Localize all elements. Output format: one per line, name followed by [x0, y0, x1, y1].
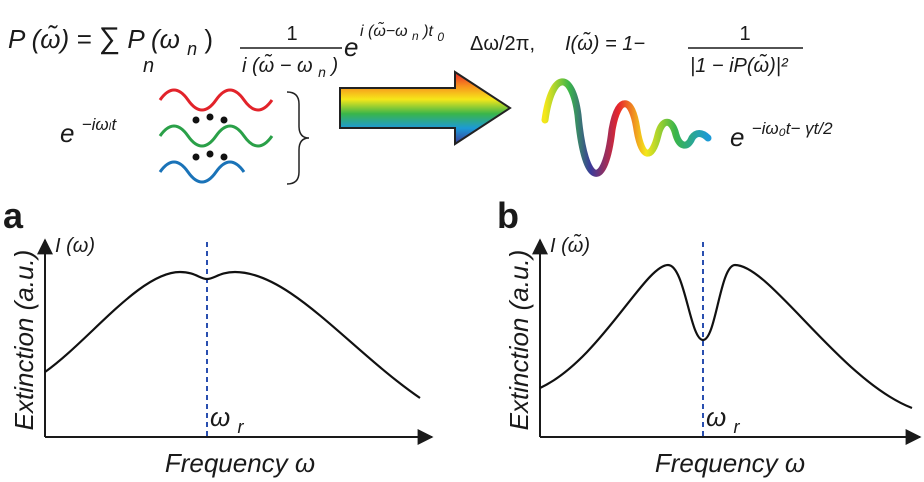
- panel-label: b: [497, 195, 519, 236]
- formula-part: n: [318, 64, 326, 80]
- formula-p: P (ω̃) = ∑ P (ω n ): [8, 22, 213, 61]
- wave-red: [158, 88, 274, 112]
- resonance-label: ω r: [210, 402, 244, 437]
- label-part: ω: [210, 402, 230, 432]
- numerator: 1: [739, 23, 750, 45]
- denominator: |1 − iP(ω̃)|²: [690, 53, 789, 77]
- exponent: i (ω̃−ω n )t 0: [360, 20, 444, 44]
- spectrum-curve: [44, 270, 421, 399]
- curve-label: I (ω): [55, 235, 95, 257]
- numerator: 1: [286, 23, 297, 45]
- damped-wave: [541, 78, 712, 177]
- label-part: e: [730, 122, 744, 152]
- formula-part: i (ω̃ − ω: [242, 53, 313, 77]
- formula-part: 0: [437, 30, 444, 44]
- label-part: −iω₀t− γt/2: [752, 119, 833, 138]
- brace: [286, 91, 310, 185]
- denominator: i (ω̃ − ω n ): [242, 53, 338, 82]
- formula-part: i (ω̃−ω: [360, 20, 408, 40]
- x-axis-label: Frequency ω: [165, 448, 315, 478]
- label-part: r: [733, 417, 740, 437]
- output-label: e −iω₀t− γt/2: [730, 119, 833, 152]
- arrow: [339, 70, 512, 146]
- exp-base: e: [344, 32, 358, 62]
- formula-part: P (ω̃) =: [8, 24, 99, 54]
- input-label: e −iωₗt: [60, 115, 117, 148]
- formula-part: P (ω: [127, 24, 180, 54]
- y-axis-label: Extinction (a.u.): [9, 250, 39, 431]
- resonance-label: ω r: [706, 402, 740, 437]
- curve-label: I (ω̃): [550, 233, 590, 257]
- x-axis-label: Frequency ω: [655, 448, 805, 478]
- label-part: e: [60, 118, 74, 148]
- wave-blue: [158, 160, 246, 184]
- label-part: −iωₗt: [82, 115, 118, 134]
- panel-label: a: [3, 195, 24, 236]
- label-part: r: [237, 417, 244, 437]
- label-part: ω: [706, 402, 726, 432]
- formula-part: ): [330, 55, 339, 77]
- spectrum-curve: [539, 263, 913, 410]
- y-axis-label: Extinction (a.u.): [504, 250, 534, 431]
- formula-delta: Δω/2π,: [470, 33, 535, 55]
- formula-i: I(ω̃) = 1−: [565, 31, 645, 55]
- formula-part: ): [204, 24, 213, 54]
- sum-index: n: [143, 55, 154, 77]
- formula-part: )t: [421, 23, 433, 40]
- formula-part: n: [412, 29, 419, 43]
- dots: [192, 113, 228, 161]
- formula-part: ∑: [99, 22, 120, 55]
- wave-green: [158, 124, 274, 148]
- formula-part: n: [187, 39, 197, 59]
